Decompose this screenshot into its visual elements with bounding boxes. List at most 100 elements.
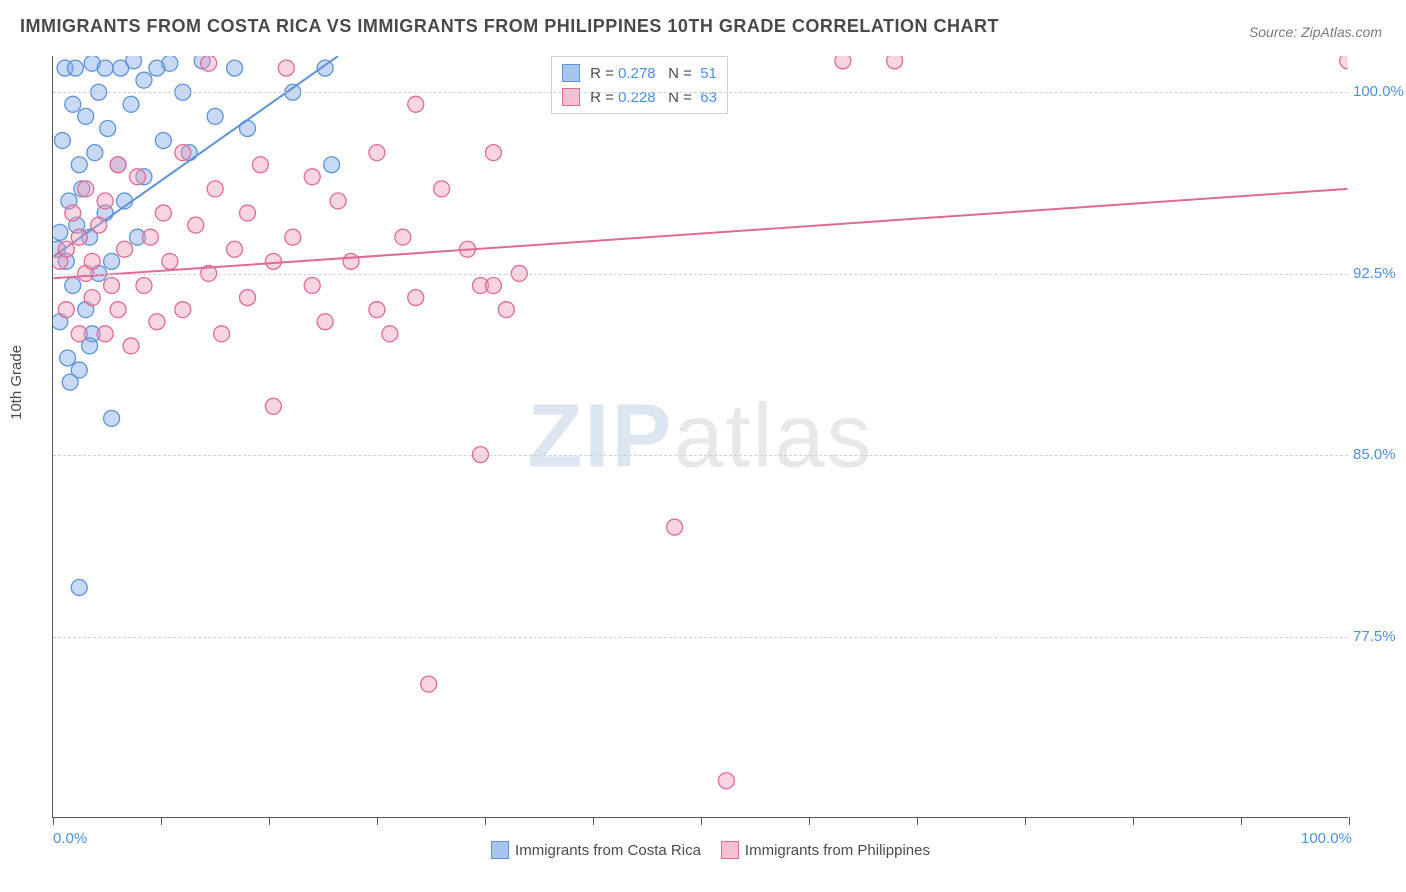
x-tick [1133,817,1134,825]
x-tick [53,817,54,825]
data-point [84,253,100,269]
data-point [65,205,81,221]
n-value: 51 [696,65,717,82]
x-tick [1241,817,1242,825]
data-point [58,302,74,318]
data-point [201,55,217,71]
data-point [149,314,165,330]
data-point [343,253,359,269]
data-point [78,181,94,197]
data-point [175,145,191,161]
x-tick [485,817,486,825]
x-tick [269,817,270,825]
data-point [155,133,171,149]
data-point [91,217,107,233]
gridline-h [53,274,1348,275]
data-point [100,120,116,136]
data-point [104,410,120,426]
x-tick-label: 100.0% [1301,830,1352,847]
data-point [382,326,398,342]
legend-item: Immigrants from Costa Rica [471,842,701,859]
legend-swatch [721,841,739,859]
data-point [129,169,145,185]
data-point [434,181,450,197]
data-point [62,374,78,390]
x-tick [917,817,918,825]
data-point [71,580,87,596]
stats-legend: R = 0.278 N = 51 R = 0.228 N = 63 [551,56,728,114]
data-point [330,193,346,209]
legend-row: R = 0.278 N = 51 [562,61,717,85]
data-point [65,96,81,112]
data-point [304,169,320,185]
legend-swatch [562,88,580,106]
data-point [188,217,204,233]
data-point [207,181,223,197]
gridline-h [53,92,1348,93]
data-point [265,398,281,414]
data-point [54,133,70,149]
x-tick [593,817,594,825]
legend-swatch [562,64,580,82]
data-point [408,290,424,306]
series-legend: Immigrants from Costa RicaImmigrants fro… [53,841,1348,859]
x-tick [809,817,810,825]
data-point [97,60,113,76]
data-point [71,229,87,245]
data-point [369,302,385,318]
data-point [324,157,340,173]
data-point [71,157,87,173]
data-point [97,193,113,209]
data-point [408,96,424,112]
data-point [97,326,113,342]
r-value: 0.278 [618,65,656,82]
data-point [65,278,81,294]
trend-line [53,189,1347,278]
data-point [67,60,83,76]
data-point [265,253,281,269]
plot-svg-layer [53,56,1348,817]
chart-title: IMMIGRANTS FROM COSTA RICA VS IMMIGRANTS… [20,16,999,37]
x-tick [161,817,162,825]
data-point [485,278,501,294]
data-point [117,241,133,257]
data-point [421,676,437,692]
gridline-h [53,455,1348,456]
legend-item: Immigrants from Philippines [701,842,930,859]
data-point [162,253,178,269]
data-point [136,72,152,88]
data-point [104,278,120,294]
x-tick [1025,817,1026,825]
y-tick-label: 100.0% [1353,83,1406,100]
data-point [498,302,514,318]
data-point [718,773,734,789]
data-point [104,253,120,269]
legend-swatch [491,841,509,859]
data-point [58,241,74,257]
data-point [304,278,320,294]
data-point [123,96,139,112]
data-point [240,290,256,306]
data-point [87,145,103,161]
data-point [52,224,68,240]
data-point [110,302,126,318]
data-point [317,314,333,330]
data-point [155,205,171,221]
gridline-h [53,637,1348,638]
data-point [285,229,301,245]
legend-row: R = 0.228 N = 63 [562,85,717,109]
x-tick [1349,817,1350,825]
data-point [240,205,256,221]
data-point [887,53,903,69]
x-tick [701,817,702,825]
data-point [207,108,223,124]
data-point [136,278,152,294]
data-point [84,290,100,306]
data-point [835,53,851,69]
data-point [162,55,178,71]
scatter-plot: ZIPatlas R = 0.278 N = 51 R = 0.228 N = … [52,56,1348,818]
y-tick-label: 85.0% [1353,446,1406,463]
data-point [78,108,94,124]
y-tick-label: 77.5% [1353,628,1406,645]
data-point [227,241,243,257]
